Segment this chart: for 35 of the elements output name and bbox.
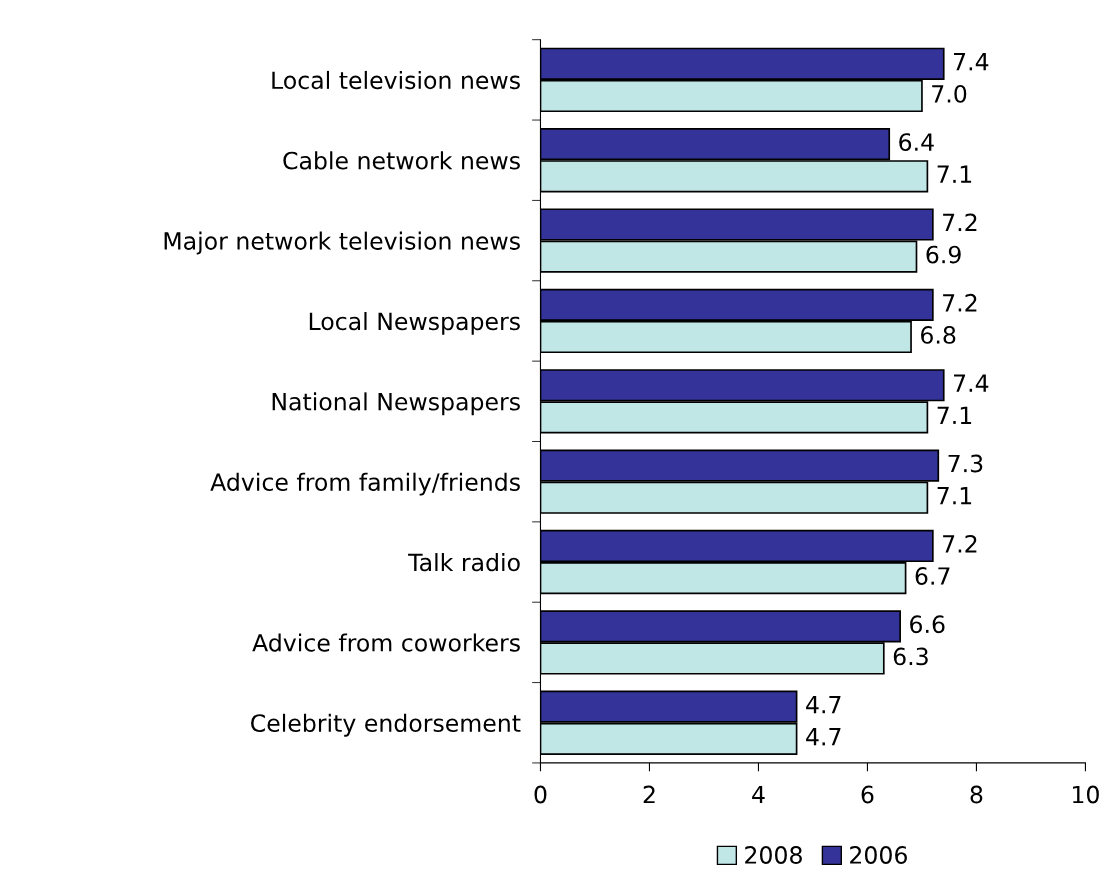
data-label: 7.4 bbox=[954, 374, 989, 392]
legend-label: 2006 bbox=[850, 846, 907, 864]
x-tick-label: 0 bbox=[534, 785, 547, 804]
data-label: 6.4 bbox=[899, 133, 934, 152]
data-label: 7.1 bbox=[937, 406, 972, 424]
data-label: 7.3 bbox=[948, 454, 983, 473]
y-tick-label: National Newspapers bbox=[272, 392, 520, 416]
data-label: 6.7 bbox=[915, 567, 950, 585]
data-label: 7.1 bbox=[937, 165, 972, 183]
y-tick-label: Celebrity endorsement bbox=[251, 713, 521, 737]
y-tick-label: Advice from coworkers bbox=[252, 633, 520, 652]
y-tick-label: Major network television news bbox=[164, 231, 520, 255]
x-tick-label: 4 bbox=[752, 785, 765, 804]
data-label: 6.8 bbox=[921, 326, 956, 344]
data-label: 6.9 bbox=[926, 245, 961, 264]
data-label: 6.3 bbox=[893, 647, 928, 666]
y-tick-label: Talk radio bbox=[408, 553, 520, 572]
data-label: 7.2 bbox=[943, 534, 977, 553]
data-label: 7.2 bbox=[943, 213, 977, 232]
data-label: 7.2 bbox=[943, 293, 977, 312]
x-tick-label: 2 bbox=[643, 785, 655, 804]
y-tick-label: Cable network news bbox=[283, 151, 520, 170]
data-label: 7.0 bbox=[932, 84, 967, 103]
x-tick-label: 6 bbox=[861, 785, 874, 804]
y-tick-label: Advice from family/friends bbox=[210, 472, 520, 496]
y-tick-label: Local Newspapers bbox=[309, 311, 520, 335]
data-label: 4.7 bbox=[806, 695, 841, 714]
x-tick-label: 10 bbox=[1073, 785, 1099, 804]
legend-label: 2008 bbox=[745, 846, 802, 864]
data-label: 4.7 bbox=[806, 728, 841, 746]
data-label: 7.1 bbox=[937, 487, 972, 505]
y-tick-label: Local television news bbox=[272, 70, 520, 90]
data-label: 6.6 bbox=[910, 615, 945, 634]
data-label: 7.4 bbox=[954, 53, 989, 71]
x-tick-label: 8 bbox=[970, 785, 983, 804]
